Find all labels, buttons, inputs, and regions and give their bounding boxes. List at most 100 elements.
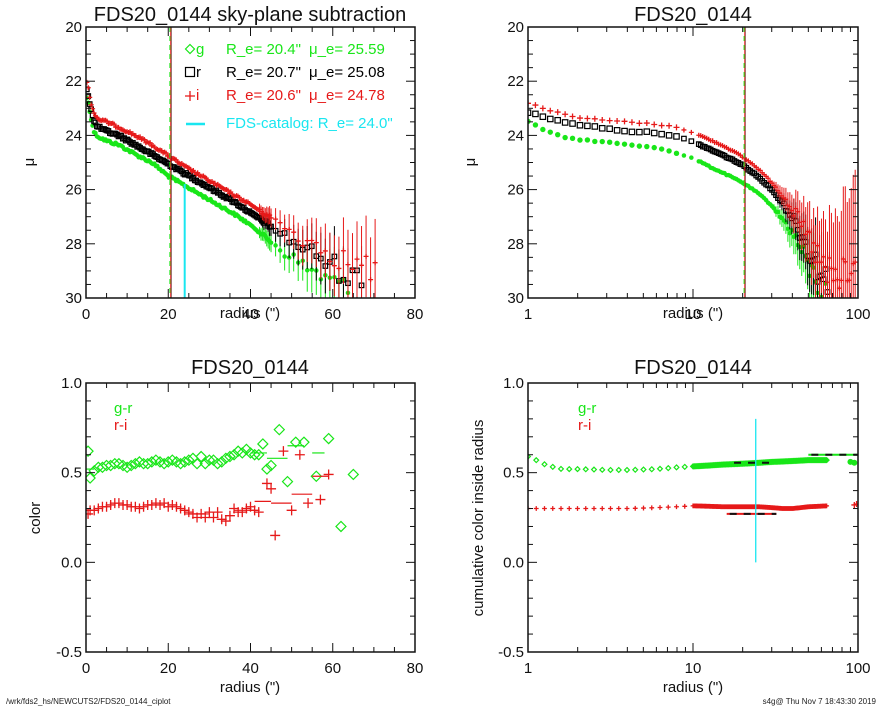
data-point-i	[765, 175, 771, 181]
plot-area	[86, 27, 378, 298]
data-point-g	[651, 144, 657, 151]
data-point-r-i	[315, 494, 326, 505]
data-point-gr	[574, 465, 581, 473]
y-tick-label: 0.0	[503, 554, 524, 571]
data-point-ri	[599, 506, 605, 511]
x-tick-label: 60	[324, 660, 341, 677]
panel-title: FDS20_0144	[634, 357, 752, 379]
plot-marks: 1 10 100 20 22 24 26 28 30	[507, 19, 870, 323]
y-tick-label: 20	[507, 19, 524, 36]
y-axis-label: color	[27, 502, 44, 535]
panel-cumulative-color: FDS20_0144 radius (") cumulative color i…	[470, 357, 871, 696]
data-point-i	[86, 79, 90, 85]
data-point-r	[237, 203, 244, 210]
data-point-i	[539, 105, 546, 112]
data-point-r-i	[138, 501, 149, 512]
series-g	[86, 95, 358, 298]
data-point-ri	[533, 506, 539, 511]
data-point-r-i	[89, 505, 100, 516]
data-point-g-r	[86, 472, 96, 484]
data-point-r-i	[134, 503, 145, 514]
x-tick-label: 40	[242, 306, 259, 323]
data-point-g	[666, 148, 672, 154]
series-r-i	[86, 446, 334, 541]
data-point-r	[658, 130, 665, 138]
data-point-i	[614, 117, 621, 124]
y-tick-label: 24	[507, 127, 524, 144]
x-tick-label: 10	[685, 660, 702, 677]
data-point-r-i	[101, 501, 112, 512]
data-point-g	[658, 146, 665, 152]
data-point-gr	[557, 465, 565, 473]
data-point-i	[236, 194, 242, 200]
data-point-i	[532, 102, 539, 109]
x-tick-label: 20	[160, 660, 177, 677]
y-tick-label: -0.5	[56, 644, 82, 661]
data-point-r-i	[216, 514, 227, 525]
data-point-r-i	[241, 503, 252, 514]
data-point-i	[141, 137, 147, 143]
data-point-gr	[673, 464, 680, 471]
data-point-i	[111, 121, 117, 127]
y-axis-label: μ	[21, 158, 38, 167]
y-axis-label: cumulative color inside radius	[470, 420, 487, 617]
data-point-ri	[632, 505, 638, 511]
data-point-gr	[528, 453, 532, 460]
data-point-i	[562, 111, 569, 118]
data-point-r-i	[155, 499, 166, 510]
series-r-i	[528, 501, 858, 515]
data-point-i	[636, 120, 643, 127]
data-point-i	[591, 115, 598, 122]
data-point-g-r	[86, 445, 94, 457]
panel-title: FDS20_0144	[634, 4, 752, 26]
data-point-g-r	[261, 463, 273, 475]
data-point-i	[87, 94, 93, 100]
y-tick-label: 1.0	[503, 375, 524, 392]
data-point-g-r	[335, 520, 347, 533]
y-tick-label: 30	[507, 290, 524, 307]
data-point-r-i	[266, 483, 277, 494]
data-point-g	[532, 122, 539, 128]
x-tick-label: 0	[82, 660, 90, 677]
data-point-g	[614, 140, 620, 147]
data-point-gr	[582, 466, 589, 473]
legend-ri: r-i	[114, 417, 127, 434]
y-tick-label: 24	[65, 127, 82, 144]
y-tick-label: 0.0	[61, 554, 82, 571]
data-point-r	[148, 150, 155, 156]
plot-frame	[85, 382, 416, 653]
data-point-i	[147, 140, 153, 146]
data-point-r	[102, 126, 109, 133]
plot-marks: 1 10 100 -0.5 0.0 0.5 1.0	[498, 375, 870, 677]
data-point-g	[644, 143, 650, 150]
series-g-r	[86, 423, 360, 533]
panel-color-profile: FDS20_0144 radius (") color 0 20 40 60 80 -0.…	[27, 357, 423, 696]
data-point-g-r	[182, 454, 195, 466]
plot-area	[528, 418, 858, 563]
data-point-g	[606, 139, 613, 145]
data-point-i	[225, 187, 231, 193]
data-point-r-i	[212, 507, 223, 518]
data-point-g-r	[310, 470, 323, 483]
x-axis-label: radius (")	[663, 305, 723, 322]
x-tick-label: 100	[845, 660, 870, 677]
series-i	[528, 100, 858, 298]
plot-marks: 0 20 40 60 80 20 22 24 26 28 30	[65, 19, 423, 323]
legend-symbol-i	[185, 91, 195, 101]
data-point-gr	[566, 465, 573, 473]
data-point-i	[195, 170, 201, 176]
data-point-r	[673, 133, 680, 140]
panel-profile-log: FDS20_0144 radius (") μ 1 10 100 20 22 24 26 28…	[462, 4, 871, 323]
legend-symbol-g	[184, 43, 196, 55]
data-point-i	[88, 102, 94, 108]
data-point-ri	[824, 503, 830, 509]
data-point-r	[613, 127, 621, 134]
axis-ticks: 0 20 40 60 80 20 22 24 26 28 30	[65, 19, 423, 323]
data-point-r	[561, 119, 569, 126]
data-point-g-r	[199, 457, 212, 470]
data-point-gr	[821, 456, 828, 464]
data-point-gr	[656, 465, 664, 473]
data-point-r	[576, 121, 584, 129]
data-point-r	[206, 184, 213, 191]
